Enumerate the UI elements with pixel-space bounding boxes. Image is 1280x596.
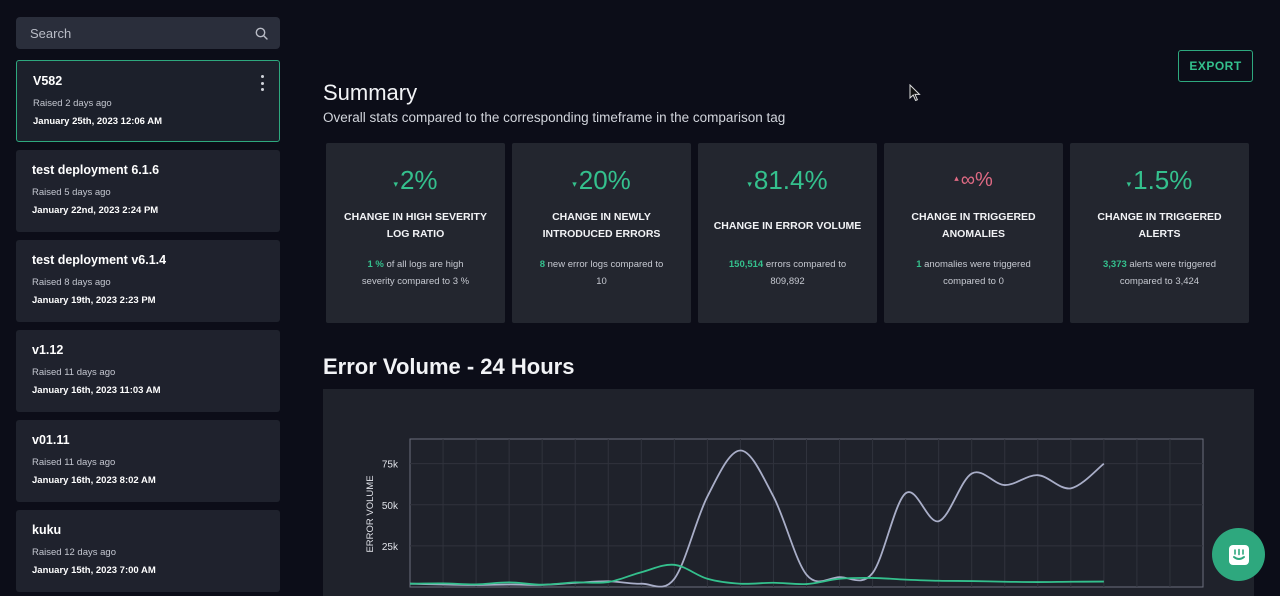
stat-label: CHANGE IN ERROR VOLUME (713, 219, 862, 232)
tag-name: v01.11 (32, 433, 70, 447)
stat-description: 1 % of all logs are high severity compar… (361, 259, 470, 287)
tag-name: test deployment v6.1.4 (32, 253, 167, 267)
summary-title: Summary (323, 80, 418, 105)
tag-raised: Raised 5 days ago (32, 187, 111, 198)
stat-cards: ▾ 2% CHANGE IN HIGH SEVERITY LOG RATIO 1 … (326, 143, 1249, 323)
export-button[interactable]: EXPORT (1178, 50, 1253, 82)
stat-value: ▾ 2% (393, 164, 438, 195)
up-arrow-icon: ▴ (954, 172, 959, 183)
stat-card: ▾ 20% CHANGE IN NEWLY INTRODUCED ERRORS 8… (512, 143, 691, 323)
tag-name: v1.12 (32, 343, 64, 357)
stat-value: ▾ 81.4% (747, 164, 828, 195)
tag-raised: Raised 11 days ago (32, 457, 116, 468)
y-axis-label: ERROR VOLUME (365, 475, 376, 552)
mouse-cursor-icon (909, 84, 921, 102)
tag-date: January 25th, 2023 12:06 AM (33, 116, 163, 127)
tag-name: test deployment 6.1.6 (32, 163, 160, 177)
chat-button[interactable] (1212, 528, 1265, 581)
stat-label: CHANGE IN TRIGGERED ANOMALIES (911, 211, 1036, 240)
stat-card: ▾ 81.4% CHANGE IN ERROR VOLUME 150,514 er… (698, 143, 877, 323)
search-icon[interactable] (255, 27, 268, 40)
tag-date: January 16th, 2023 11:03 AM (32, 385, 161, 396)
tag-item[interactable]: v01.11 Raised 11 days ago January 16th, … (16, 420, 280, 502)
search-input[interactable] (30, 25, 230, 41)
tag-raised: Raised 12 days ago (32, 547, 116, 558)
stat-card: ▾ 1.5% CHANGE IN TRIGGERED ALERTS 3,373 a… (1070, 143, 1249, 323)
y-tick-label: 75k (382, 460, 399, 471)
summary-subtitle: Overall stats compared to the correspond… (323, 110, 786, 125)
tag-date: January 22nd, 2023 2:24 PM (32, 205, 159, 216)
stat-description: 1 anomalies were triggered compared to 0 (916, 259, 1031, 287)
stat-description: 150,514 errors compared to 809,892 (728, 259, 847, 287)
down-arrow-icon: ▾ (747, 178, 752, 189)
down-arrow-icon: ▾ (393, 178, 398, 189)
tag-date: January 16th, 2023 8:02 AM (32, 475, 156, 486)
down-arrow-icon: ▾ (572, 178, 577, 189)
tag-raised: Raised 2 days ago (33, 98, 112, 109)
tag-raised: Raised 11 days ago (32, 367, 116, 378)
error-volume-chart-svg: 25k 50k 75k ERROR VOLUME (365, 438, 1204, 588)
stat-label: CHANGE IN TRIGGERED ALERTS (1097, 211, 1222, 240)
more-options-icon[interactable] (261, 75, 265, 91)
tag-date: January 15th, 2023 7:00 AM (32, 565, 156, 576)
tag-item[interactable]: kuku Raised 12 days ago January 15th, 20… (16, 510, 280, 592)
tag-date: January 19th, 2023 2:23 PM (32, 295, 156, 306)
tag-item[interactable]: test deployment v6.1.4 Raised 8 days ago… (16, 240, 280, 322)
series-line-current (409, 563, 1104, 586)
stat-card: ▴ ∞% CHANGE IN TRIGGERED ANOMALIES 1 anom… (884, 143, 1063, 323)
tag-name: V582 (33, 74, 63, 88)
tag-list: V582 Raised 2 days ago January 25th, 202… (16, 60, 280, 592)
stat-card: ▾ 2% CHANGE IN HIGH SEVERITY LOG RATIO 1 … (326, 143, 505, 323)
tag-sidebar: V582 Raised 2 days ago January 25th, 202… (16, 17, 280, 596)
stat-description: 8 new error logs compared to 10 (539, 259, 664, 287)
series-line-comparison (409, 449, 1105, 588)
search-box[interactable] (16, 17, 280, 49)
tag-name: kuku (32, 523, 62, 537)
y-tick-label: 50k (382, 501, 399, 512)
tag-raised: Raised 8 days ago (32, 277, 111, 288)
chart-title: Error Volume - 24 Hours (323, 354, 575, 379)
tag-item[interactable]: v1.12 Raised 11 days ago January 16th, 2… (16, 330, 280, 412)
stat-value: ▾ 1.5% (1126, 164, 1193, 195)
stat-label: CHANGE IN HIGH SEVERITY LOG RATIO (344, 211, 487, 240)
y-tick-label: 25k (382, 542, 399, 553)
stat-value: ▾ 20% (572, 164, 631, 195)
down-arrow-icon: ▾ (1126, 178, 1132, 189)
stat-value: ▴ ∞% (954, 168, 993, 191)
tag-item[interactable]: V582 Raised 2 days ago January 25th, 202… (16, 60, 280, 142)
stat-label: CHANGE IN NEWLY INTRODUCED ERRORS (542, 211, 661, 240)
stat-description: 3,373 alerts were triggered compared to … (1102, 259, 1217, 287)
error-volume-chart: 25k 50k 75k ERROR VOLUME (323, 389, 1254, 596)
tag-item[interactable]: test deployment 6.1.6 Raised 5 days ago … (16, 150, 280, 232)
chat-icon (1228, 544, 1249, 565)
